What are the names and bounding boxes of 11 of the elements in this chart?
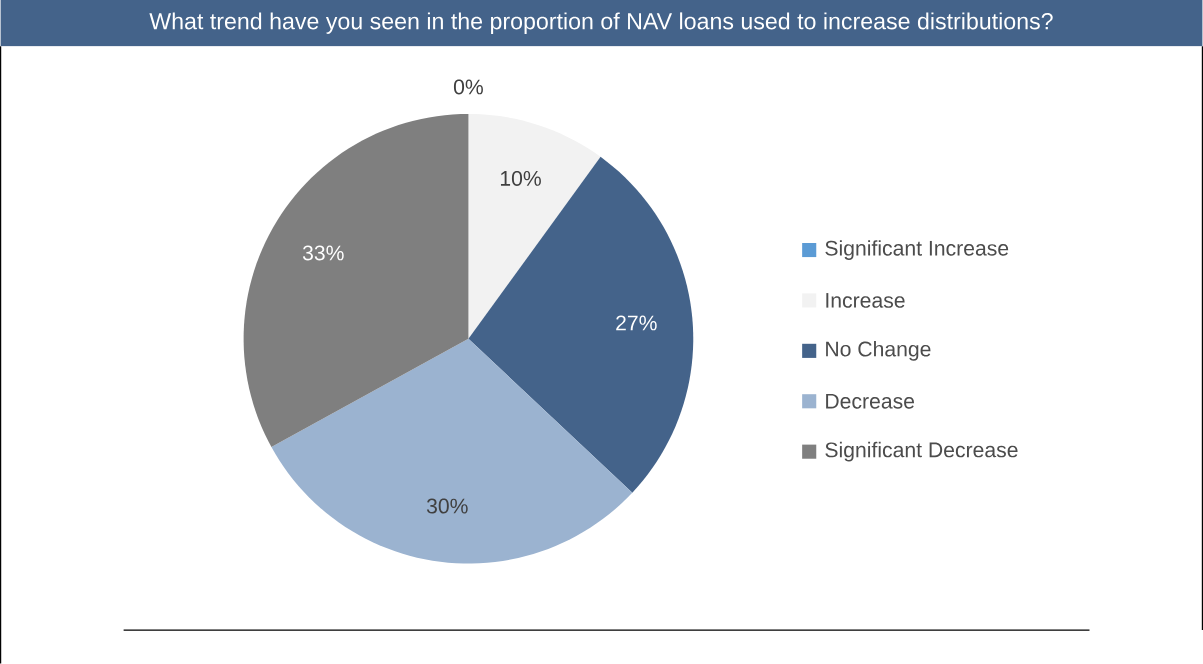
legend-label: Significant Increase bbox=[825, 240, 1009, 260]
legend-label: No Change bbox=[826, 340, 931, 361]
legend-label: Significant Decrease bbox=[825, 441, 1018, 462]
legend-label: Decrease bbox=[826, 393, 915, 409]
data-label: 33% bbox=[302, 245, 344, 261]
data-label: 30% bbox=[426, 498, 468, 514]
text: 0% bbox=[453, 79, 483, 95]
chart-title: What trend have you seen in the proportion of NAV loans used to increase distributions? bbox=[149, 12, 1053, 34]
legend-label: Increase bbox=[826, 293, 905, 308]
data-label: 10% bbox=[500, 170, 541, 186]
data-label: 27% bbox=[616, 315, 657, 331]
